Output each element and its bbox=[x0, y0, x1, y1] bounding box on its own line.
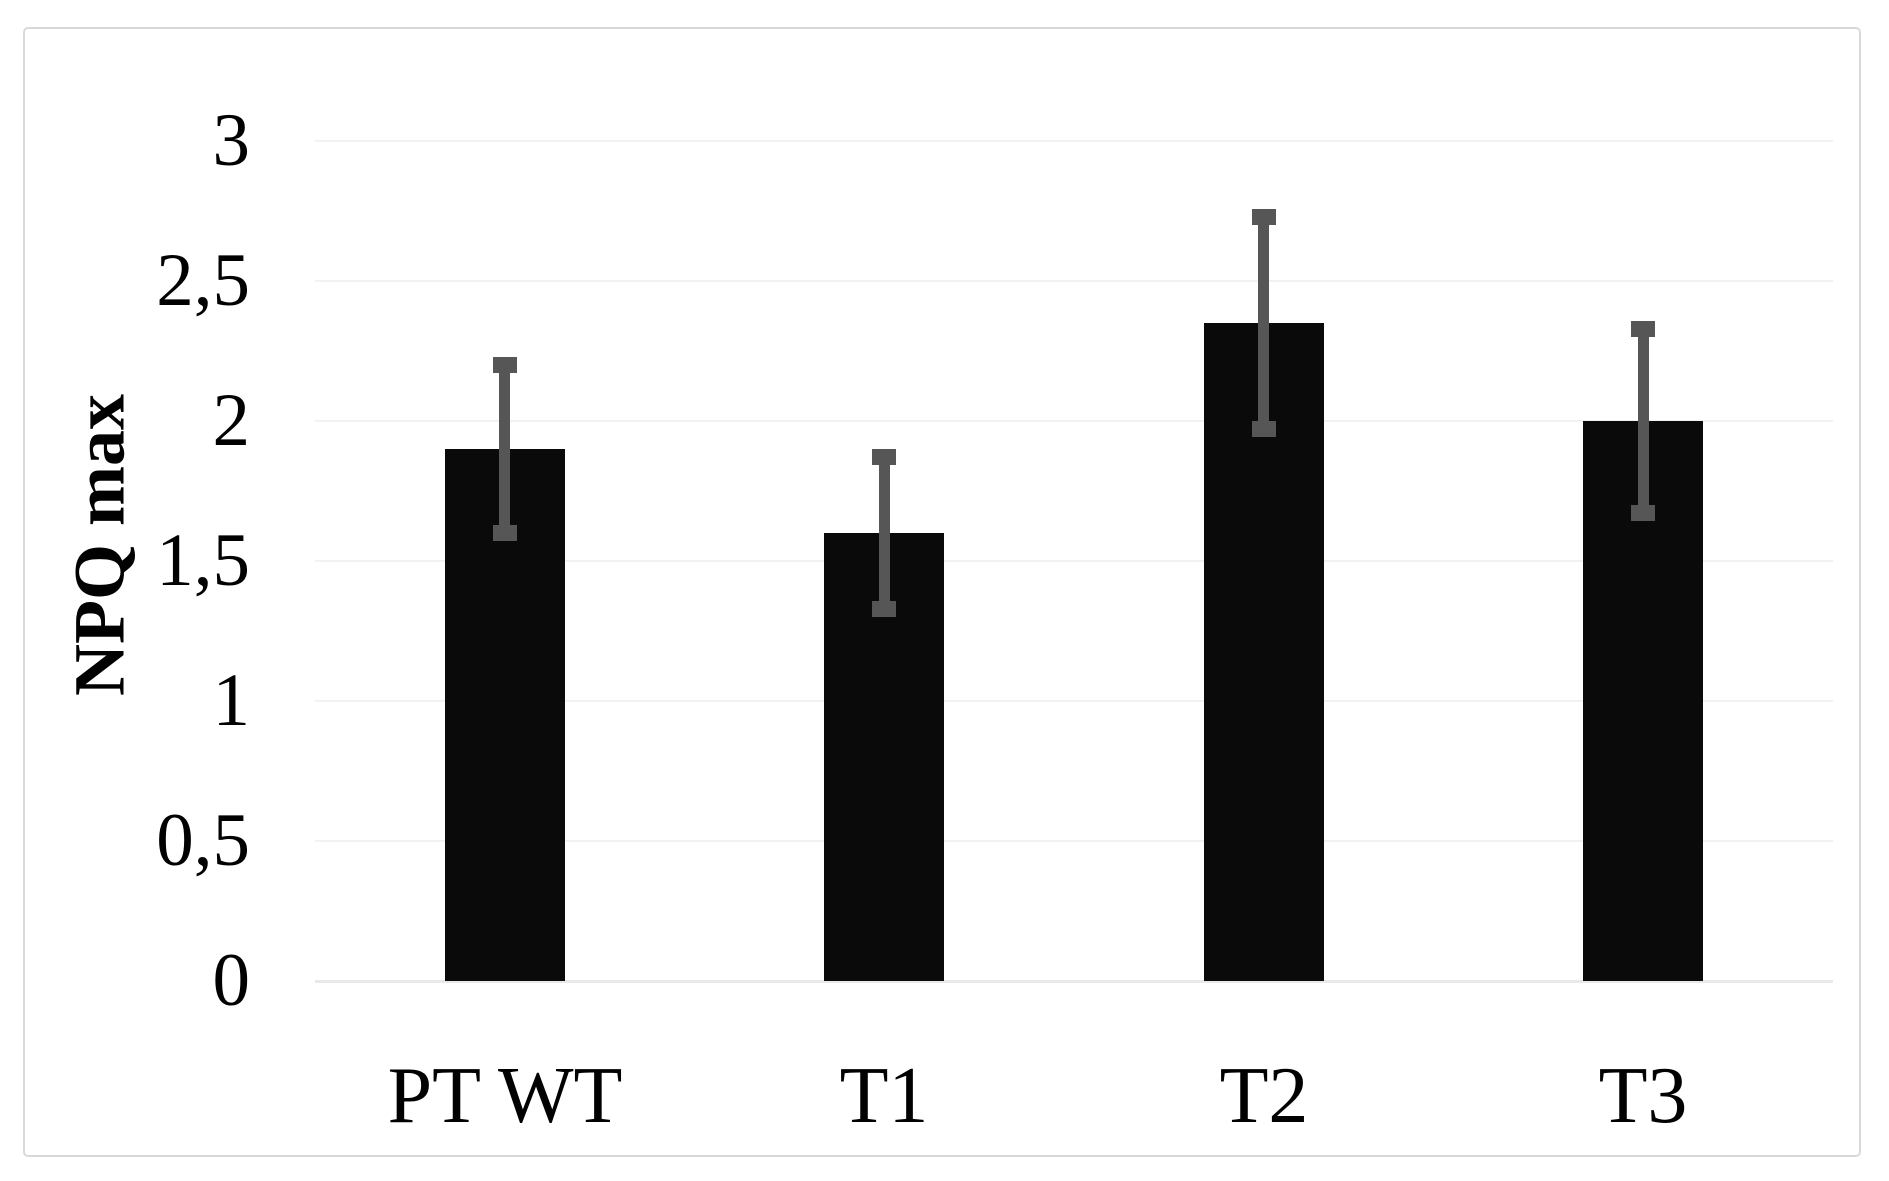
error-bar-pt-wt-top-cap bbox=[493, 357, 517, 373]
error-bar-t3 bbox=[1638, 329, 1649, 514]
gridline-y-2 bbox=[315, 420, 1833, 422]
y-tick-label: 2,5 bbox=[156, 239, 250, 322]
error-bar-pt-wt bbox=[499, 365, 510, 533]
gridline-y-1,5 bbox=[315, 560, 1833, 562]
y-tick-label: 1 bbox=[212, 659, 251, 742]
error-bar-t2 bbox=[1258, 217, 1269, 430]
error-bar-t3-top-cap bbox=[1631, 321, 1655, 337]
x-category-label-pt-wt: PT WT bbox=[387, 1052, 623, 1140]
y-tick-label: 2 bbox=[212, 379, 251, 462]
y-tick-label: 0,5 bbox=[156, 799, 250, 882]
gridline-y-3 bbox=[315, 140, 1833, 142]
y-tick-label: 3 bbox=[212, 99, 251, 182]
error-bar-pt-wt-bottom-cap bbox=[493, 525, 517, 541]
error-bar-t3-bottom-cap bbox=[1631, 505, 1655, 521]
y-tick-label: 1,5 bbox=[156, 519, 250, 602]
gridline-y-0,5 bbox=[315, 840, 1833, 842]
error-bar-t1-top-cap bbox=[872, 449, 896, 465]
error-bar-t1 bbox=[879, 457, 890, 608]
error-bar-t2-top-cap bbox=[1252, 209, 1276, 225]
error-bar-t1-bottom-cap bbox=[872, 601, 896, 617]
gridline-y-0 bbox=[315, 980, 1833, 983]
x-category-label-t2: T2 bbox=[1219, 1052, 1309, 1140]
gridline-y-2,5 bbox=[315, 280, 1833, 282]
y-tick-label: 0 bbox=[212, 939, 251, 1022]
error-bar-t2-bottom-cap bbox=[1252, 421, 1276, 437]
gridline-y-1 bbox=[315, 700, 1833, 702]
x-category-label-t1: T1 bbox=[839, 1052, 929, 1140]
x-category-label-t3: T3 bbox=[1598, 1052, 1688, 1140]
y-axis-title: NPQ max bbox=[59, 394, 140, 696]
